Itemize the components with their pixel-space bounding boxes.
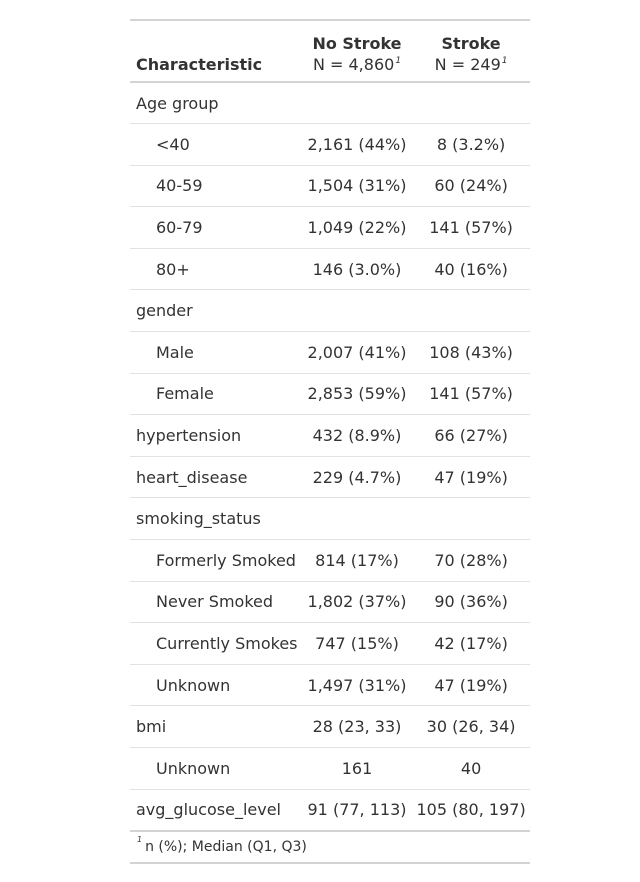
table-row: Never Smoked 1,802 (37%) 90 (36%) <box>130 580 530 623</box>
row-label: <40 <box>130 123 302 166</box>
no-stroke-value: 1,504 (31%) <box>301 164 411 207</box>
table-row: Male 2,007 (41%) 108 (43%) <box>130 331 530 374</box>
header-row: Characteristic No Stroke N = 4,8601 Stro… <box>130 20 530 83</box>
row-label: Currently Smokes <box>130 622 302 665</box>
row-label: heart_disease <box>130 455 302 498</box>
no-stroke-value: 91 (77, 113) <box>301 788 411 831</box>
no-stroke-value <box>301 289 411 332</box>
row-label: Male <box>130 331 302 374</box>
stroke-value: 8 (3.2%) <box>410 123 530 166</box>
stroke-value <box>410 289 530 332</box>
footnote-mark: 1 <box>137 834 143 844</box>
table-row: 40-59 1,504 (31%) 60 (24%) <box>130 164 530 207</box>
table-row: Unknown 1,497 (31%) 47 (19%) <box>130 663 530 706</box>
table-row: heart_disease 229 (4.7%) 47 (19%) <box>130 455 530 498</box>
table-row: hypertension 432 (8.9%) 66 (27%) <box>130 414 530 457</box>
no-stroke-value: 28 (23, 33) <box>301 705 411 748</box>
stroke-value: 70 (28%) <box>410 539 530 582</box>
summary-table: Characteristic No Stroke N = 4,8601 Stro… <box>130 19 530 864</box>
stroke-value: 47 (19%) <box>410 455 530 498</box>
table-row: smoking_status <box>130 497 530 540</box>
no-stroke-header: No Stroke N = 4,8601 <box>301 20 411 83</box>
table-row: <40 2,161 (44%) 8 (3.2%) <box>130 123 530 166</box>
stroke-value: 141 (57%) <box>410 206 530 249</box>
stroke-n: N = 2491 <box>417 54 526 75</box>
no-stroke-n: N = 4,8601 <box>308 54 407 75</box>
stroke-value <box>410 81 530 124</box>
row-label: 80+ <box>130 247 302 290</box>
stroke-value: 90 (36%) <box>410 580 530 623</box>
stroke-value: 60 (24%) <box>410 164 530 207</box>
row-label: Female <box>130 372 302 415</box>
table-row: Formerly Smoked 814 (17%) 70 (28%) <box>130 539 530 582</box>
stroke-value: 47 (19%) <box>410 663 530 706</box>
footnote-marker: 1 <box>501 56 508 66</box>
no-stroke-value: 2,853 (59%) <box>301 372 411 415</box>
no-stroke-value: 229 (4.7%) <box>301 455 411 498</box>
no-stroke-value: 814 (17%) <box>301 539 411 582</box>
row-label: gender <box>130 289 302 332</box>
stroke-title: Stroke <box>441 34 501 53</box>
stroke-n-value: N = 249 <box>434 55 501 74</box>
stroke-value: 66 (27%) <box>410 414 530 457</box>
stroke-value: 30 (26, 34) <box>410 705 530 748</box>
row-label: avg_glucose_level <box>130 788 302 831</box>
stroke-value: 141 (57%) <box>410 372 530 415</box>
no-stroke-value: 2,161 (44%) <box>301 123 411 166</box>
table-row: gender <box>130 289 530 332</box>
table-body: Age group <40 2,161 (44%) 8 (3.2%) 40-59 1,50… <box>130 81 530 831</box>
no-stroke-value: 432 (8.9%) <box>301 414 411 457</box>
no-stroke-value: 747 (15%) <box>301 622 411 665</box>
table-row: avg_glucose_level 91 (77, 113) 105 (80, 19… <box>130 788 530 831</box>
row-label: 60-79 <box>130 206 302 249</box>
row-label: bmi <box>130 705 302 748</box>
stroke-header: Stroke N = 2491 <box>410 20 530 83</box>
no-stroke-value: 1,049 (22%) <box>301 206 411 249</box>
table-row: bmi 28 (23, 33) 30 (26, 34) <box>130 705 530 748</box>
footnote-marker: 1 <box>395 56 402 66</box>
no-stroke-value: 161 <box>301 747 411 790</box>
row-label: 40-59 <box>130 164 302 207</box>
characteristic-header: Characteristic <box>130 20 302 83</box>
row-label: Never Smoked <box>130 580 302 623</box>
row-label: smoking_status <box>130 497 302 540</box>
table-row: Currently Smokes 747 (15%) 42 (17%) <box>130 622 530 665</box>
table-row: Age group <box>130 81 530 124</box>
row-label: Unknown <box>130 747 302 790</box>
stroke-value: 40 (16%) <box>410 247 530 290</box>
table-row: 60-79 1,049 (22%) 141 (57%) <box>130 206 530 249</box>
stroke-value: 105 (80, 197) <box>410 788 530 831</box>
stroke-value: 108 (43%) <box>410 331 530 374</box>
table-row: Unknown 161 40 <box>130 747 530 790</box>
stroke-value: 40 <box>410 747 530 790</box>
no-stroke-title: No Stroke <box>312 34 402 53</box>
row-label: Age group <box>130 81 302 124</box>
no-stroke-value <box>301 497 411 540</box>
table-row: Female 2,853 (59%) 141 (57%) <box>130 372 530 415</box>
row-label: Unknown <box>130 663 302 706</box>
row-label: hypertension <box>130 414 302 457</box>
no-stroke-value <box>301 81 411 124</box>
row-label: Formerly Smoked <box>130 539 302 582</box>
no-stroke-value: 2,007 (41%) <box>301 331 411 374</box>
no-stroke-value: 1,802 (37%) <box>301 580 411 623</box>
no-stroke-n-value: N = 4,860 <box>312 55 395 74</box>
stroke-value <box>410 497 530 540</box>
table-row: 80+ 146 (3.0%) 40 (16%) <box>130 247 530 290</box>
no-stroke-value: 1,497 (31%) <box>301 663 411 706</box>
stroke-value: 42 (17%) <box>410 622 530 665</box>
no-stroke-value: 146 (3.0%) <box>301 247 411 290</box>
footnote-text: n (%); Median (Q1, Q3) <box>145 838 307 855</box>
